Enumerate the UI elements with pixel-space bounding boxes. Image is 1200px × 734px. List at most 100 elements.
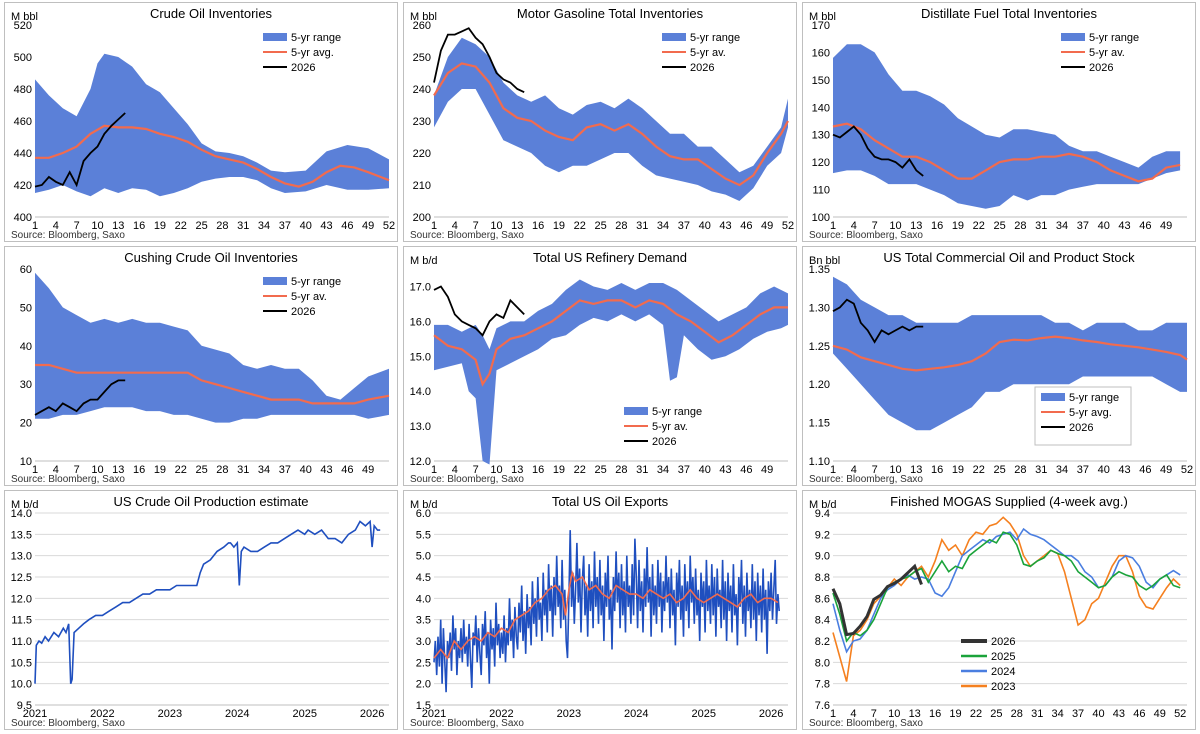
- y-tick-label: 200: [413, 212, 431, 224]
- distillate-fuel-inventories-plot: Distillate Fuel Total Inventories M bbl 10…: [809, 6, 1187, 241]
- x-tick-label: 4: [851, 464, 857, 476]
- series-line: [832, 531, 1181, 643]
- x-tick-label: 16: [133, 464, 145, 476]
- x-tick-label: 34: [1056, 220, 1068, 232]
- y-tick-label: 2.5: [416, 657, 431, 669]
- x-tick-label: 28: [615, 464, 627, 476]
- legend-label: 5-yr av.: [291, 291, 327, 303]
- y-tick-label: 1.20: [809, 379, 830, 391]
- x-tick-label: 43: [719, 464, 731, 476]
- y-axis-unit: M b/d: [11, 499, 39, 511]
- legend-label: 2024: [991, 666, 1015, 678]
- y-tick-label: 50: [20, 302, 32, 314]
- legend-label: 5-yr range: [291, 276, 341, 288]
- x-tick-label: 19: [952, 220, 964, 232]
- series-line: [433, 530, 780, 693]
- x-tick-label: 46: [740, 220, 752, 232]
- x-tick-label: 49: [1154, 708, 1166, 720]
- y-tick-label: 170: [812, 20, 830, 32]
- source-note: Source: Bloomberg, Saxo: [809, 474, 923, 485]
- x-tick-label: 10: [91, 464, 103, 476]
- x-tick-label: 43: [719, 220, 731, 232]
- x-tick-label: 25: [195, 220, 207, 232]
- legend-label: 5-yr avg.: [1069, 407, 1112, 419]
- x-tick-label: 40: [1098, 220, 1110, 232]
- y-tick-label: 260: [413, 20, 431, 32]
- legend-label: 2026: [291, 306, 315, 318]
- y-axis-unit: M bbl: [410, 11, 437, 23]
- y-tick-label: 30: [20, 379, 32, 391]
- legend-label: 5-yr range: [652, 406, 702, 418]
- chart-title: Crude Oil Inventories: [150, 6, 273, 21]
- y-tick-label: 240: [413, 84, 431, 96]
- y-tick-label: 150: [812, 75, 830, 87]
- y-tick-label: 3.5: [416, 615, 431, 627]
- x-tick-label: 37: [279, 220, 291, 232]
- x-tick-label: 22: [973, 220, 985, 232]
- x-tick-label: 10: [490, 464, 502, 476]
- y-tick-label: 400: [14, 212, 32, 224]
- x-tick-label: 7: [74, 464, 80, 476]
- x-tick-label: 13: [910, 220, 922, 232]
- legend-label: 5-yr avg.: [291, 47, 334, 59]
- x-tick-label: 52: [1181, 464, 1193, 476]
- y-tick-label: 1.25: [809, 341, 830, 353]
- chart-distillate-fuel-inventories: Distillate Fuel Total Inventories M bbl 10…: [802, 2, 1196, 242]
- y-tick-label: 12.0: [410, 456, 431, 468]
- x-tick-label: 2024: [624, 708, 648, 720]
- x-tick-label: 52: [1174, 708, 1186, 720]
- legend-label: 5-yr av.: [1089, 47, 1125, 59]
- y-tick-label: 460: [14, 116, 32, 128]
- source-note: Source: Bloomberg, Saxo: [809, 718, 923, 729]
- x-tick-label: 31: [1035, 220, 1047, 232]
- x-tick-label: 13: [910, 464, 922, 476]
- x-tick-label: 34: [1052, 708, 1064, 720]
- x-tick-label: 37: [279, 464, 291, 476]
- x-tick-label: 46: [1133, 708, 1145, 720]
- x-tick-label: 43: [1113, 708, 1125, 720]
- x-tick-label: 28: [216, 220, 228, 232]
- legend-label: 2026: [291, 62, 315, 74]
- x-tick-label: 19: [553, 220, 565, 232]
- x-tick-label: 40: [1098, 464, 1110, 476]
- x-tick-label: 43: [320, 220, 332, 232]
- x-tick-label: 46: [740, 464, 752, 476]
- us-crude-production-plot: US Crude Oil Production estimate M b/d 9.5…: [11, 494, 389, 729]
- x-tick-label: 7: [872, 220, 878, 232]
- x-tick-label: 22: [175, 220, 187, 232]
- x-tick-label: 31: [636, 220, 648, 232]
- x-tick-label: 7: [473, 220, 479, 232]
- x-tick-label: 31: [636, 464, 648, 476]
- current-year-line: [34, 379, 126, 416]
- x-tick-label: 2024: [225, 708, 249, 720]
- x-tick-label: 49: [1160, 220, 1172, 232]
- motor-gasoline-inventories-plot: Motor Gasoline Total Inventories M bbl 200…: [410, 6, 794, 241]
- y-tick-label: 210: [413, 180, 431, 192]
- x-tick-label: 16: [532, 220, 544, 232]
- y-tick-label: 120: [812, 157, 830, 169]
- x-tick-label: 1: [830, 220, 836, 232]
- y-tick-label: 11.5: [11, 615, 32, 627]
- y-tick-label: 2.0: [416, 679, 431, 691]
- legend-swatch-range: [263, 33, 287, 41]
- y-tick-label: 1.10: [809, 456, 830, 468]
- x-tick-label: 7: [871, 708, 877, 720]
- legend-label: 5-yr av.: [652, 421, 688, 433]
- x-tick-label: 22: [175, 464, 187, 476]
- x-tick-label: 37: [1072, 708, 1084, 720]
- x-tick-label: 28: [216, 464, 228, 476]
- x-tick-label: 10: [889, 464, 901, 476]
- legend-label: 2026: [1089, 62, 1113, 74]
- y-axis-unit: M b/d: [809, 499, 837, 511]
- current-year-line: [832, 125, 924, 177]
- x-tick-label: 34: [657, 464, 669, 476]
- x-tick-label: 43: [320, 464, 332, 476]
- source-note: Source: Bloomberg, Saxo: [410, 474, 524, 485]
- x-tick-label: 1: [830, 464, 836, 476]
- x-tick-label: 37: [678, 220, 690, 232]
- y-tick-label: 250: [413, 52, 431, 64]
- y-tick-label: 100: [812, 212, 830, 224]
- legend-label: 5-yr range: [1069, 392, 1119, 404]
- x-tick-label: 25: [993, 464, 1005, 476]
- x-tick-label: 4: [851, 220, 857, 232]
